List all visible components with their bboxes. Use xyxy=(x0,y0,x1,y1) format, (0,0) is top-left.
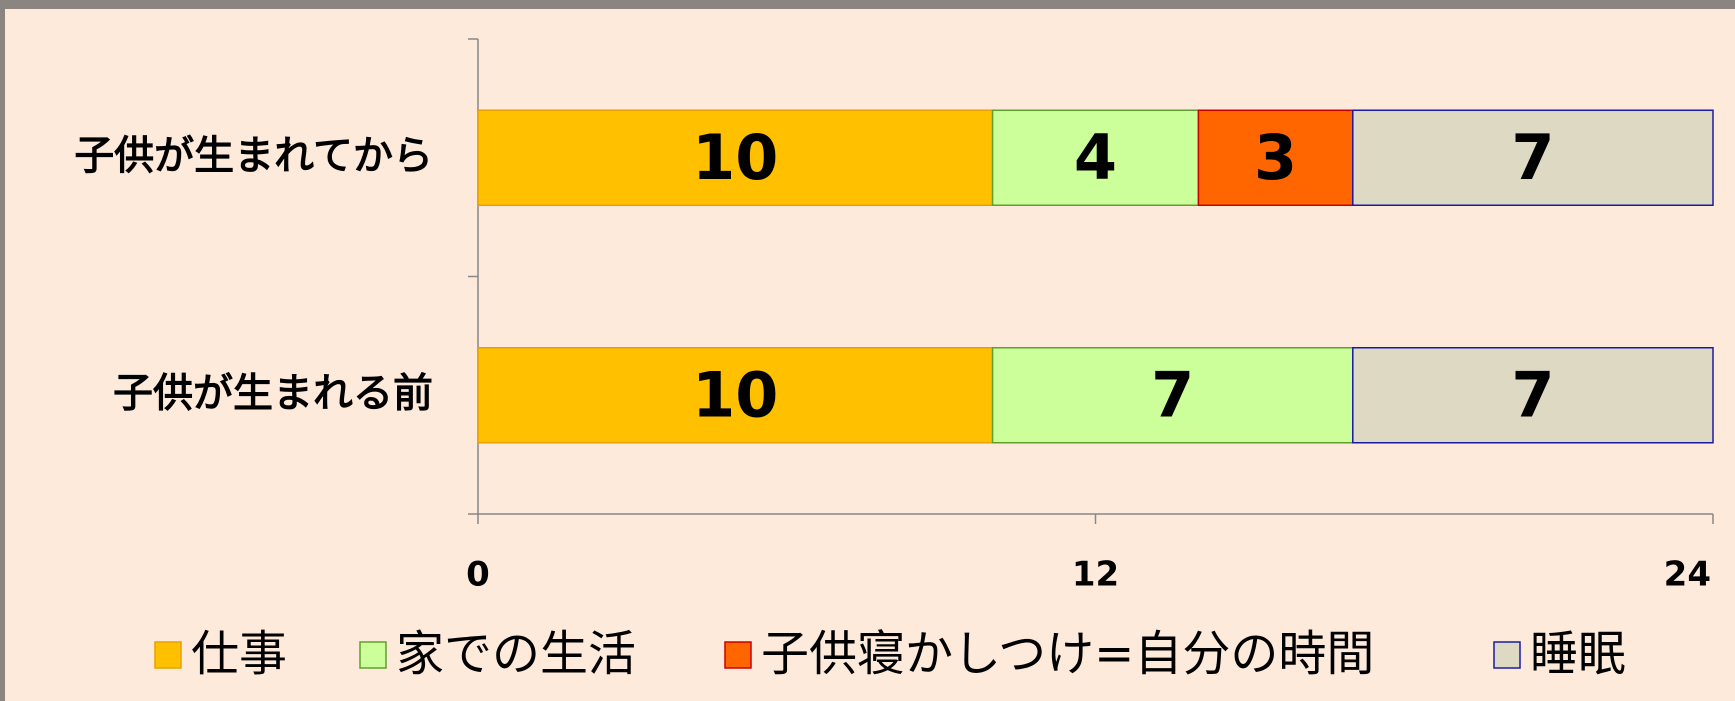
data-label: 7 xyxy=(1511,121,1554,194)
legend-swatch xyxy=(1493,641,1521,669)
frame-top xyxy=(0,0,1735,9)
legend-label: 子供寝かしつけ=自分の時間 xyxy=(761,626,1374,682)
category-label: 子供が生まれる前 xyxy=(113,370,433,416)
bar-segment xyxy=(477,109,994,206)
data-label: 4 xyxy=(1074,121,1117,194)
frame-left xyxy=(0,0,5,701)
bar-segment xyxy=(991,347,1354,444)
x-tick-label: 24 xyxy=(1664,555,1711,595)
legend-swatch xyxy=(154,641,182,669)
legend-swatch xyxy=(359,641,387,669)
data-label: 7 xyxy=(1511,358,1554,431)
data-label: 10 xyxy=(692,121,778,194)
legend-label: 仕事 xyxy=(191,626,287,682)
bar-segment xyxy=(1352,347,1714,444)
bar-segment xyxy=(1352,109,1714,206)
category-label: 子供が生まれてから xyxy=(74,133,433,179)
data-label: 7 xyxy=(1151,358,1194,431)
bar-segment xyxy=(1197,109,1354,206)
x-tick-label: 0 xyxy=(466,555,490,595)
data-label: 3 xyxy=(1254,121,1297,194)
legend-label: 家での生活 xyxy=(396,626,636,682)
data-label: 10 xyxy=(692,358,778,431)
legend-label: 睡眠 xyxy=(1530,626,1626,682)
x-tick-label: 12 xyxy=(1072,555,1119,595)
bar-segment xyxy=(991,109,1200,206)
bar-segment xyxy=(477,347,994,444)
legend-swatch xyxy=(724,641,752,669)
